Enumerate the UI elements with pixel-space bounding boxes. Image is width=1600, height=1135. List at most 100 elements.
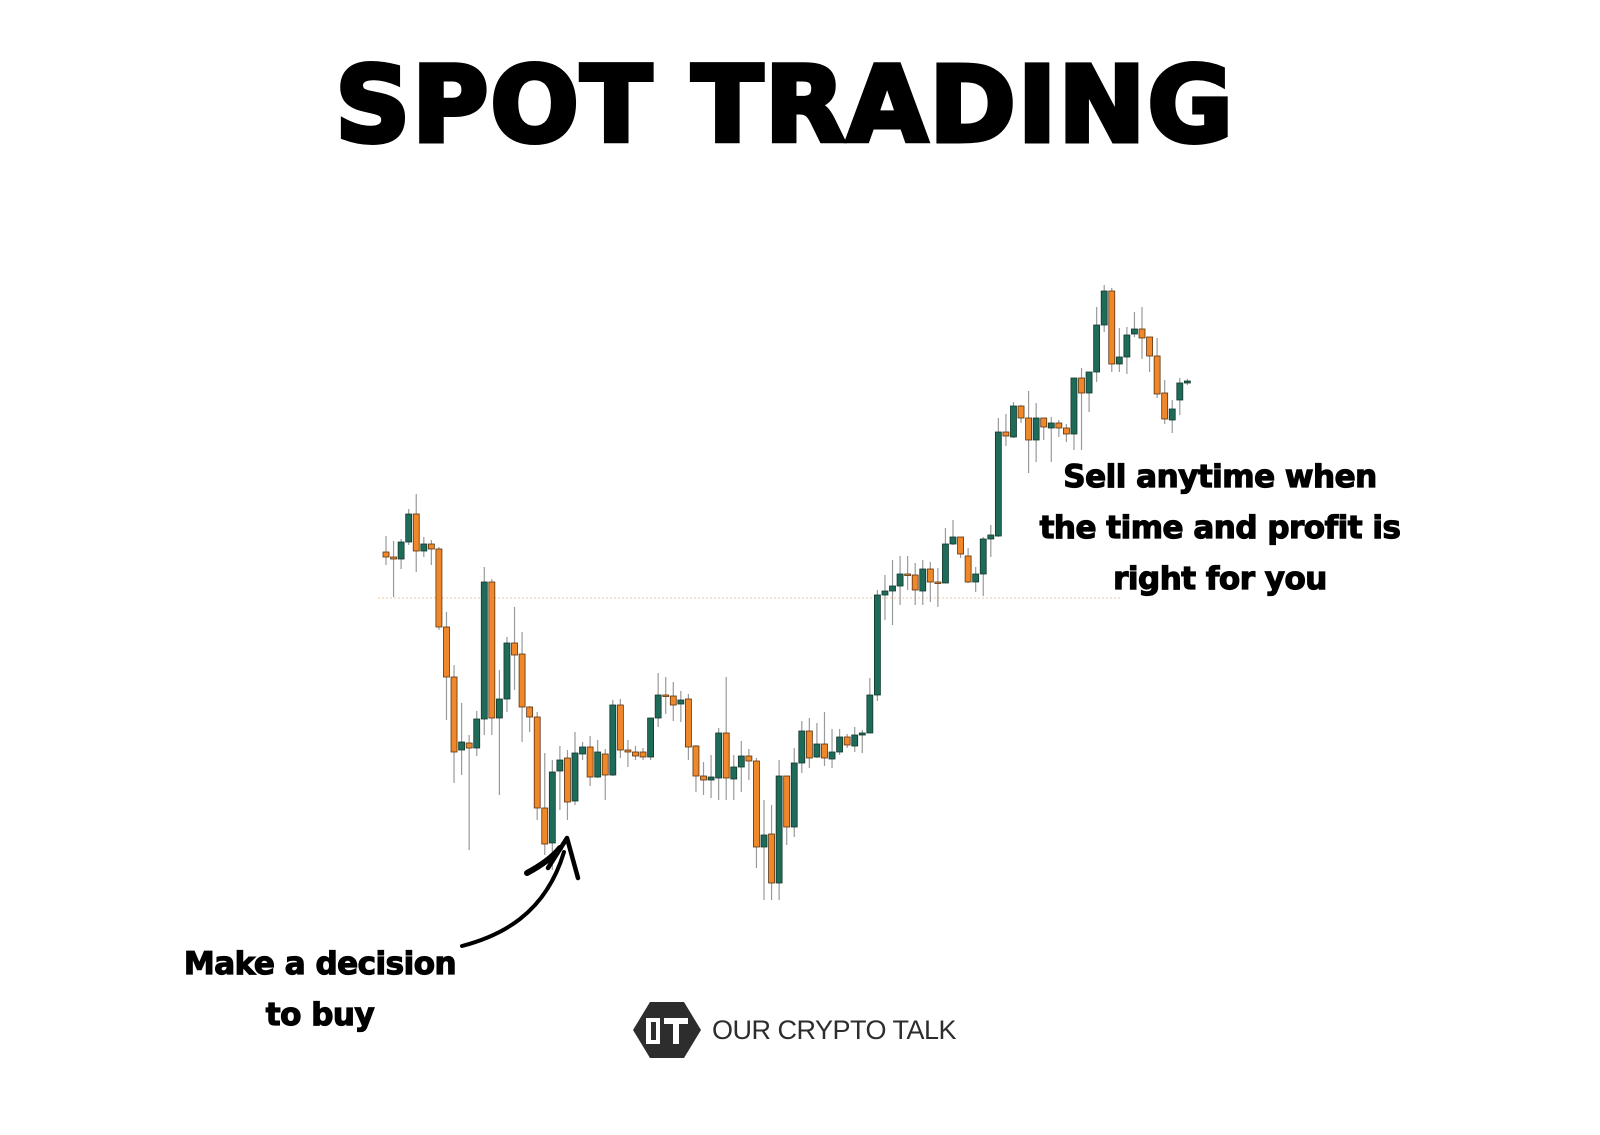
candle-body [495,698,503,719]
candle-body [685,698,692,748]
candle-body [798,730,806,764]
candle-body [548,771,556,844]
bullish-candle [896,556,904,605]
bullish-candle [1010,402,1017,438]
candle-body [450,676,458,753]
candle-body [896,573,904,587]
bearish-candle [518,632,526,742]
bearish-candle [390,541,397,597]
bullish-candle [503,637,511,712]
candle-body [722,732,730,779]
buy-annotation: Make a decision to buy [170,939,470,1041]
bearish-candle [1108,288,1116,372]
candle-body [881,590,889,596]
candle-body [480,581,488,720]
candle-body [889,585,896,592]
bullish-candle [881,575,889,620]
candle-body [564,757,571,803]
bearish-candle [541,753,549,855]
candles [382,285,1191,900]
bullish-candle [1168,400,1176,433]
bullish-candle [942,528,949,584]
candle-body [911,574,919,591]
candle-body [1100,290,1108,326]
bullish-candle [495,670,503,795]
candle-body [571,752,579,802]
candle-body [874,594,881,696]
bullish-candle [994,418,1002,537]
candle-body [1115,356,1123,365]
arrow-tail-icon [524,845,563,876]
bullish-candle [548,760,556,870]
candle-body [934,581,942,584]
bullish-candle [579,742,586,760]
bearish-candle [904,556,912,590]
candle-body [1025,417,1032,441]
bearish-candle [662,677,670,714]
candle-body [390,556,397,560]
bullish-candle [760,800,768,900]
bullish-candle [1070,377,1078,450]
candle-body [503,642,511,700]
candle-body [692,745,700,777]
candle-body [836,736,843,753]
candle-body [866,694,874,734]
candle-body [556,759,564,772]
candle-body [949,536,957,545]
bearish-candle [911,563,919,605]
bearish-candle [1040,417,1048,440]
bearish-candle [624,740,632,767]
bullish-candle [775,760,783,900]
candle-body [957,536,964,555]
candle-body [1176,382,1184,401]
sell-annotation: Sell anytime when the time and profit is… [1020,452,1420,605]
bearish-candle [957,536,964,558]
candle-body [737,755,745,768]
bearish-candle [783,775,791,845]
candle-body [526,706,534,718]
bullish-candle [949,520,957,545]
candle-body [397,541,405,560]
candle-body [1070,377,1078,435]
bullish-candle [1085,371,1093,412]
bullish-candle [677,691,685,722]
bullish-candle [798,721,806,773]
bullish-candle [654,673,662,727]
bullish-candle [1183,379,1191,385]
candle-body [405,513,413,543]
candle-body [1131,328,1138,335]
candle-body [1085,371,1093,394]
bearish-candle [427,540,435,565]
candle-body [465,742,473,749]
candle-body [1183,380,1191,384]
bearish-candle [586,736,594,786]
bearish-candle [601,749,609,800]
candle-body [586,746,594,778]
candle-body [647,717,654,758]
bullish-candle [647,717,654,760]
bearish-candle [564,750,571,820]
bullish-candle [889,560,896,625]
bullish-candle [1100,285,1108,332]
candle-body [730,766,738,780]
candle-body [677,699,685,705]
candle-body [783,775,791,828]
candle-body [458,741,466,751]
bullish-candle [828,729,836,768]
candle-body [760,834,768,848]
candle-body [979,538,987,575]
candle-body [518,653,526,708]
candle-body [1146,336,1153,357]
candle-body [851,734,859,747]
bearish-candle [768,805,775,900]
candle-body [1108,290,1116,365]
bullish-candle [851,727,859,752]
candle-body [821,743,828,759]
candle-body [420,543,428,552]
candle-body [473,718,481,749]
sell-annotation-line: Sell anytime when [1063,458,1378,495]
bearish-candle [1138,307,1146,359]
bearish-candle [700,762,707,795]
